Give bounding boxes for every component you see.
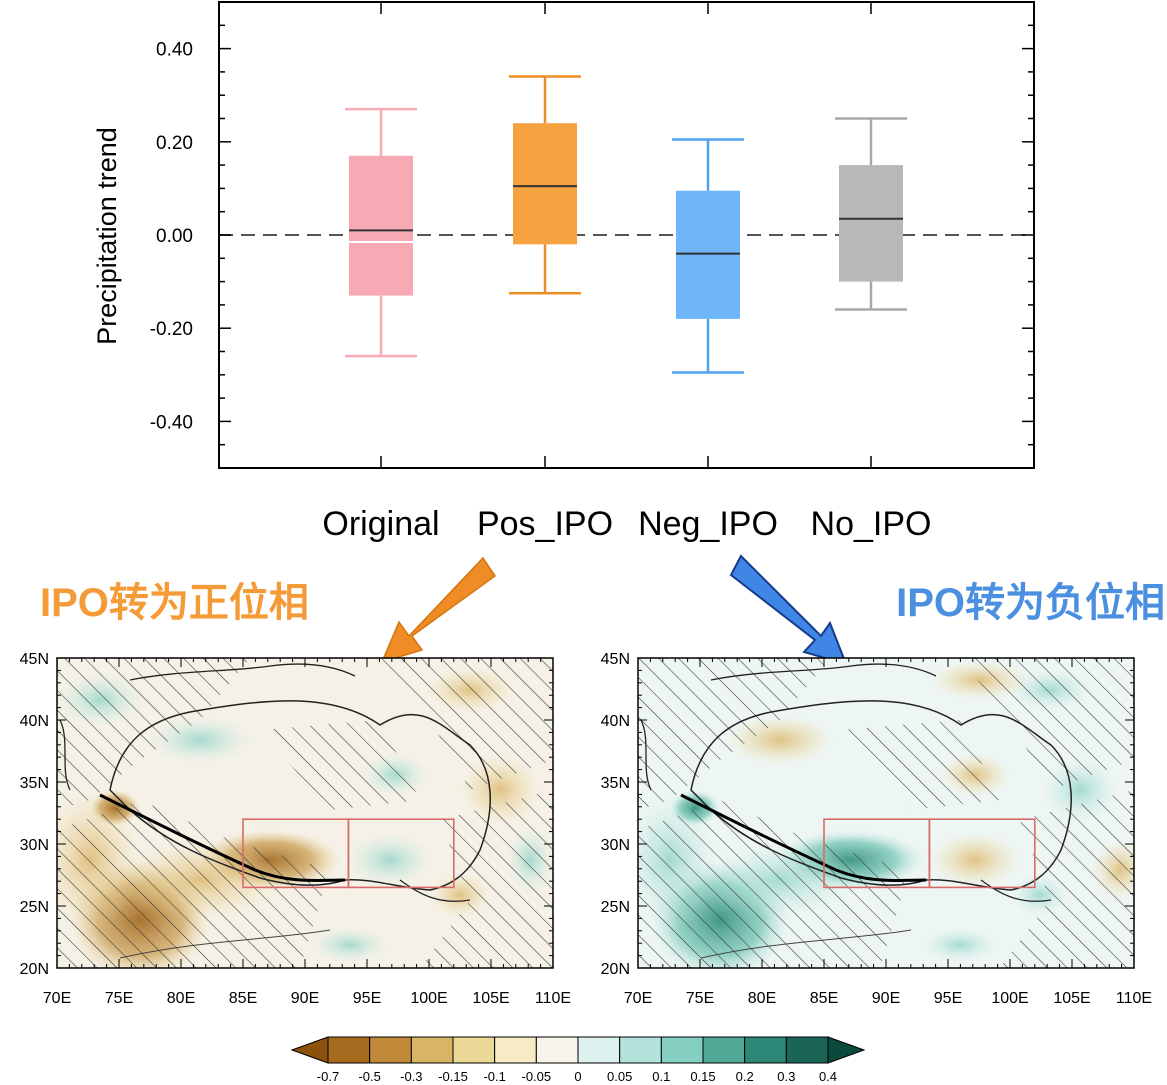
map-y-tick-label: 25N (20, 899, 49, 916)
category-label: No_IPO (811, 505, 932, 543)
map-x-tick-label: 80E (748, 990, 776, 1007)
y-tick-label: 0.40 (156, 40, 193, 61)
colorbar-label: -0.1 (483, 1069, 505, 1084)
map-x-tick-label: 100E (991, 990, 1028, 1007)
y-tick-label: 0.00 (156, 226, 193, 247)
box-no-ipo (835, 117, 907, 311)
category-label: Pos_IPO (477, 505, 613, 543)
colorbar-segment (369, 1036, 412, 1064)
box-body (513, 123, 577, 245)
category-label: Neg_IPO (638, 505, 778, 543)
colorbar-segment (452, 1036, 496, 1064)
map-y-tick-label: 40N (20, 713, 49, 730)
map-x-tick-label: 90E (291, 990, 319, 1007)
colorbar-label: 0.2 (736, 1069, 754, 1084)
map-y-tick-label: 35N (20, 775, 49, 792)
map-x-tick-label: 70E (624, 990, 652, 1007)
colorbar-label: 0.05 (607, 1069, 632, 1084)
colorbar-high-triangle (827, 1036, 866, 1064)
x-axis-ticks (380, 2, 872, 468)
colorbar-label: -0.05 (522, 1069, 552, 1084)
category-labels: Original Pos_IPO Neg_IPO No_IPO (322, 505, 931, 543)
right-map: 70E 75E 80E 85E 90E 95E 100E 105E 110E 45N 40N 35N… (601, 651, 1152, 1007)
colorbar-segment (702, 1036, 746, 1064)
colorbar-segment (785, 1036, 829, 1064)
colorbar: -0.7 -0.5 -0.3 -0.15 -0.1 -0.05 0 0.05 0.1 0.15 0.… (290, 1036, 866, 1084)
colorbar-segment (410, 1036, 454, 1064)
box-neg-ipo (672, 138, 744, 374)
colorbar-label: 0.15 (690, 1069, 715, 1084)
box-body (839, 165, 903, 282)
map-x-tick-label: 95E (353, 990, 381, 1007)
box-pos-ipo (509, 75, 581, 295)
left-map-region-boxes (242, 818, 455, 889)
left-map-y-ticks: 45N 40N 35N 30N 25N 20N (20, 651, 553, 978)
map-x-tick-label: 110E (535, 990, 571, 1007)
map-x-tick-label: 85E (229, 990, 257, 1007)
region-box (928, 818, 1036, 889)
box-body (349, 155, 413, 296)
box-plot: 0.40 0.20 0.00 -0.20 -0.40 Precipitation tre… (92, 1, 1035, 543)
region-box (347, 818, 455, 889)
map-y-tick-label: 20N (20, 961, 49, 978)
map-x-tick-label: 75E (686, 990, 714, 1007)
y-axis-label: Precipitation trend (92, 127, 122, 345)
left-arrow (380, 556, 497, 664)
map-y-tick-label: 30N (20, 837, 49, 854)
map-x-tick-label: 105E (1053, 990, 1090, 1007)
colorbar-label: 0 (574, 1069, 581, 1084)
map-x-tick-label: 80E (167, 990, 195, 1007)
y-tick-label: 0.20 (156, 133, 193, 154)
colorbar-segment (619, 1036, 662, 1064)
colorbar-label: -0.15 (438, 1069, 468, 1084)
colorbar-segment (327, 1036, 371, 1064)
map-x-tick-label: 75E (105, 990, 133, 1007)
colorbar-segment (535, 1036, 579, 1064)
map-x-tick-label: 70E (43, 990, 71, 1007)
map-x-tick-label: 105E (472, 990, 509, 1007)
colorbar-label: 0.1 (652, 1069, 670, 1084)
map-y-tick-label: 25N (601, 899, 630, 916)
map-y-tick-label: 45N (601, 651, 630, 668)
left-map-title: IPO转为正位相 (40, 581, 309, 625)
map-x-tick-label: 110E (1116, 990, 1152, 1007)
colorbar-segment (660, 1036, 704, 1064)
right-map-title: IPO转为负位相 (896, 581, 1165, 625)
right-arrow (729, 554, 848, 666)
map-y-tick-label: 20N (601, 961, 630, 978)
map-x-tick-label: 90E (872, 990, 900, 1007)
y-tick-label: -0.20 (150, 319, 193, 340)
colorbar-segment (744, 1036, 787, 1064)
left-map: 70E 75E 80E 85E 90E 95E 100E 105E 110E 45N 40N 35N… (20, 651, 571, 1007)
map-y-tick-label: 45N (20, 651, 49, 668)
map-x-tick-label: 100E (410, 990, 447, 1007)
colorbar-label: -0.3 (400, 1069, 422, 1084)
y-axis-ticks (219, 1, 1034, 469)
map-y-tick-label: 30N (601, 837, 630, 854)
colorbar-segment (577, 1036, 621, 1064)
map-y-tick-label: 40N (601, 713, 630, 730)
map-x-tick-label: 95E (934, 990, 962, 1007)
colorbar-segment (494, 1036, 537, 1064)
colorbar-label: 0.3 (777, 1069, 795, 1084)
colorbar-low-triangle (290, 1036, 329, 1064)
colorbar-label: -0.7 (317, 1069, 339, 1084)
left-map-x-ticks: 70E 75E 80E 85E 90E 95E 100E 105E 110E (43, 658, 571, 1007)
y-tick-label: -0.40 (150, 412, 193, 433)
map-x-tick-label: 85E (810, 990, 838, 1007)
y-axis-tick-labels: 0.40 0.20 0.00 -0.20 -0.40 (150, 40, 193, 434)
category-label: Original (322, 505, 439, 543)
right-map-y-ticks: 45N 40N 35N 30N 25N 20N (601, 651, 1134, 978)
boxes (345, 75, 907, 374)
map-y-tick-label: 35N (601, 775, 630, 792)
right-map-region-boxes (823, 818, 1036, 889)
colorbar-label: 0.4 (819, 1069, 837, 1084)
box-body (676, 190, 740, 319)
colorbar-label: -0.5 (358, 1069, 380, 1084)
box-original (345, 107, 417, 358)
right-map-x-ticks: 70E 75E 80E 85E 90E 95E 100E 105E 110E (624, 658, 1152, 1007)
